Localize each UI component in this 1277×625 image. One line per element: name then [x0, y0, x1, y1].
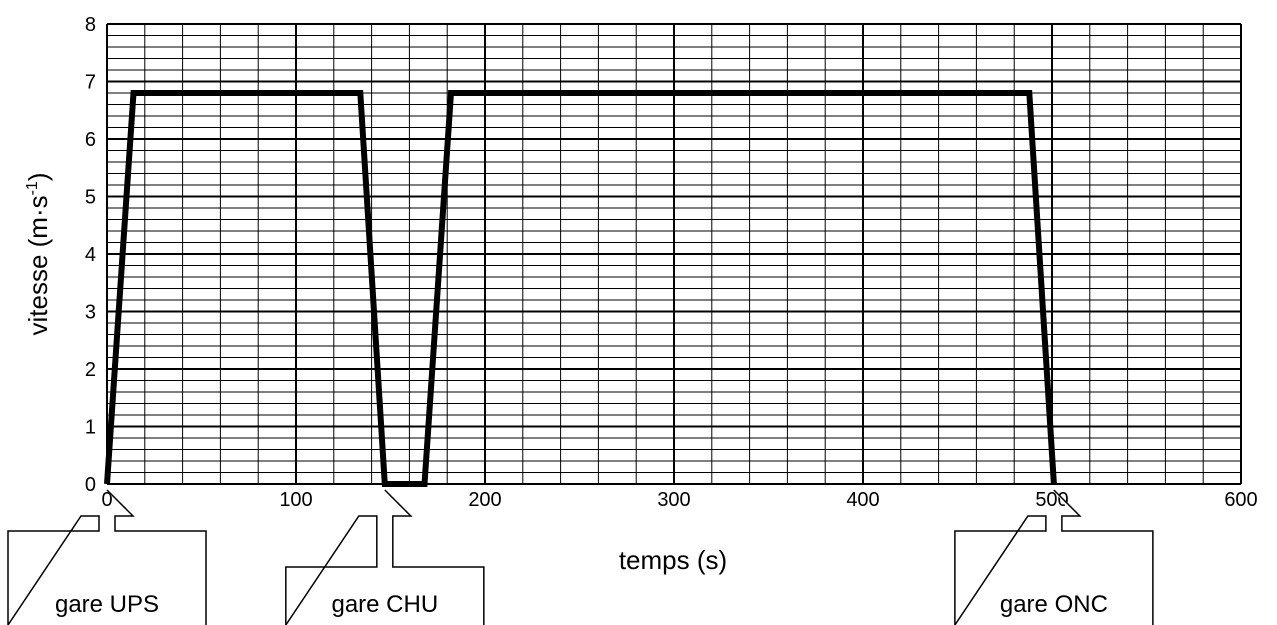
- velocity-series-line: [104, 90, 1057, 487]
- y-tick-label: 2: [85, 359, 96, 381]
- station-label: gare UPS: [55, 591, 159, 618]
- y-tick-label: 8: [85, 14, 96, 36]
- tick-labels: 0 100 200 300 400 500 600 0 1 2 3 4 5 6 7 8: [85, 14, 1258, 511]
- x-tick-label: 0: [101, 489, 112, 511]
- y-tick-label: 3: [85, 302, 96, 324]
- y-axis-title-close: ): [23, 172, 53, 181]
- y-axis-title-superscript: -1: [24, 181, 41, 195]
- y-tick-label: 6: [85, 129, 96, 151]
- station-callouts: gare UPS gare CHU gare ONC: [7, 489, 1154, 625]
- y-tick-label: 4: [85, 244, 96, 266]
- x-axis-title: temps (s): [619, 545, 727, 575]
- y-tick-label: 0: [85, 474, 96, 496]
- y-tick-label: 5: [85, 187, 96, 209]
- x-tick-label: 200: [468, 489, 501, 511]
- x-tick-label: 600: [1224, 489, 1257, 511]
- up-arrow-icon: [7, 489, 207, 625]
- station-callout: gare CHU: [285, 489, 485, 625]
- x-tick-label: 300: [657, 489, 690, 511]
- station-callout: gare ONC: [954, 489, 1154, 625]
- y-tick-label: 1: [85, 417, 96, 439]
- x-tick-label: 500: [1035, 489, 1068, 511]
- series-group: [104, 90, 1057, 487]
- y-axis-title: vitesse (m·s-1): [23, 172, 53, 335]
- up-arrow-icon: [954, 489, 1154, 625]
- station-label: gare CHU: [331, 591, 438, 618]
- station-label: gare ONC: [1000, 591, 1108, 618]
- y-tick-label: 7: [85, 72, 96, 94]
- up-arrow-icon: [285, 489, 485, 625]
- x-tick-label: 400: [846, 489, 879, 511]
- station-callout: gare UPS: [7, 489, 207, 625]
- x-tick-label: 100: [279, 489, 312, 511]
